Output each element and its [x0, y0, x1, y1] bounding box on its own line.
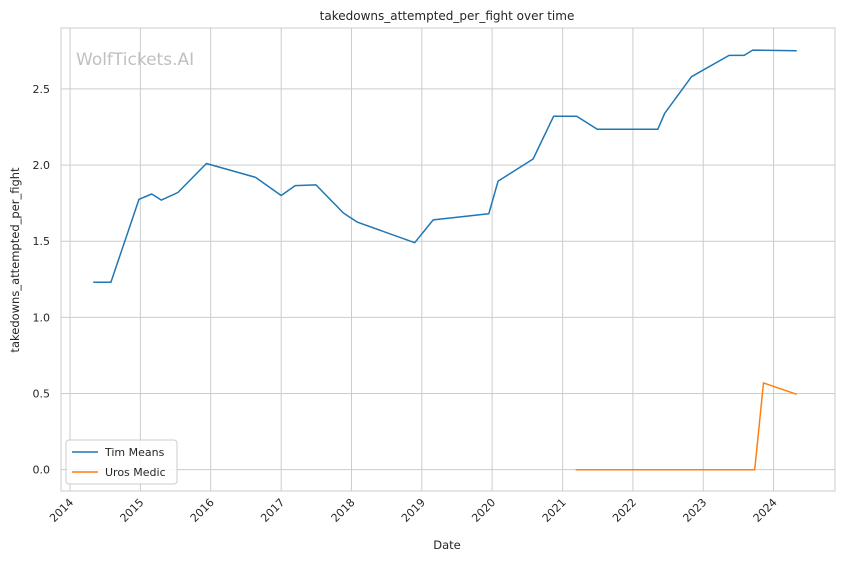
- series-line-tim-means: [93, 49, 797, 284]
- y-tick-label-1-0: 1.0: [33, 311, 51, 324]
- y-tick-label-0-5: 0.5: [33, 388, 51, 401]
- grid-lines: [61, 28, 835, 491]
- chart-title: takedowns_attempted_per_fight over time: [320, 9, 575, 23]
- plot-area-frame: [60, 27, 836, 492]
- series-line-uros-medic: [575, 382, 797, 471]
- legend-label-tim-means: Tim Means: [104, 446, 165, 459]
- legend: Tim Means Uros Medic: [65, 439, 178, 485]
- legend-label-uros-medic: Uros Medic: [105, 466, 166, 479]
- y-tick-label-1-5: 1.5: [33, 235, 51, 248]
- x-axis-title: Date: [433, 538, 461, 552]
- y-tick-label-2-5: 2.5: [33, 83, 51, 96]
- watermark-text: WolfTickets.AI: [76, 50, 194, 70]
- y-tick-label-2-0: 2.0: [33, 159, 51, 172]
- y-tick-label-0-0: 0.0: [33, 464, 51, 477]
- legend-box: [65, 439, 178, 485]
- series-layer: [93, 49, 797, 471]
- y-axis-title: takedowns_attempted_per_fight: [8, 167, 22, 353]
